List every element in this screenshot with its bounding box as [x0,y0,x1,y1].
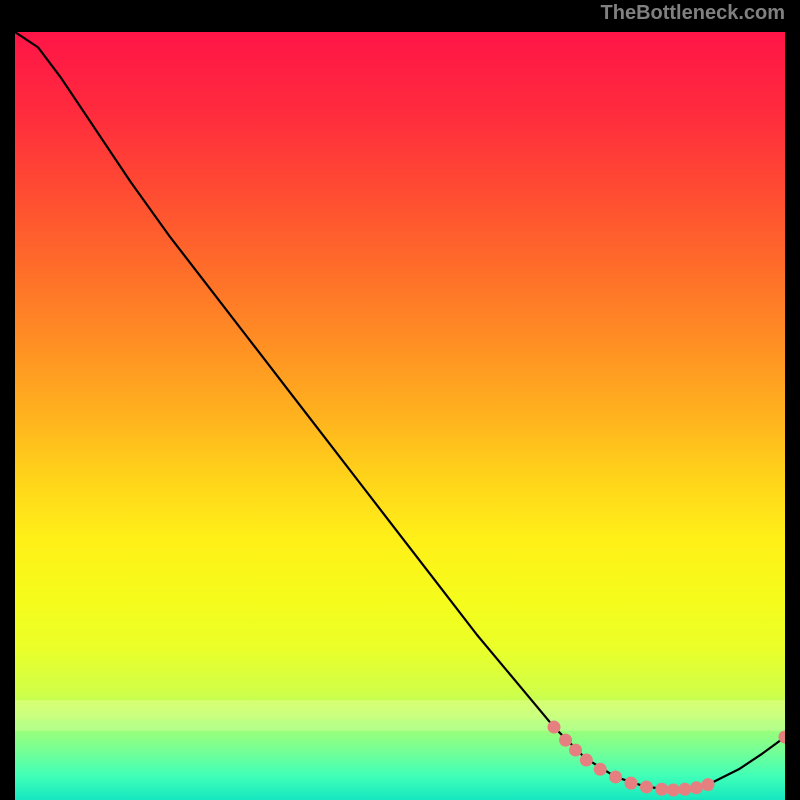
data-marker [580,754,593,767]
data-markers [548,721,786,797]
data-marker [609,770,622,783]
data-marker [569,744,582,757]
curve-overlay [15,32,785,800]
data-marker [678,783,691,796]
data-marker [702,778,715,791]
bottleneck-curve-line [15,32,785,790]
data-marker [667,784,680,797]
data-marker [548,721,561,734]
data-marker [594,763,607,776]
data-marker [640,780,653,793]
chart-plot-area [15,32,785,800]
watermark-text: TheBottleneck.com [601,2,785,25]
data-marker [625,777,638,790]
data-marker [655,783,668,796]
data-marker [690,781,703,794]
data-marker [559,734,572,747]
